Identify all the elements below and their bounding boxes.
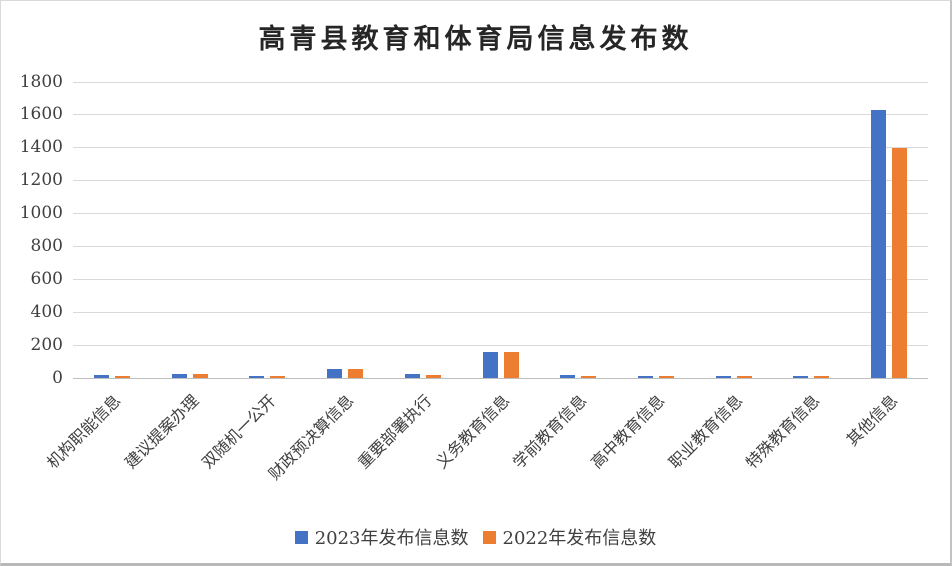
gridline <box>73 147 928 149</box>
legend-swatch-icon <box>294 530 308 544</box>
gridline <box>73 245 928 247</box>
y-axis-tick-label: 1600 <box>19 104 63 125</box>
bar-series-1-cat-3 <box>348 369 364 378</box>
legend-label: 2023年发布信息数 <box>314 528 469 549</box>
bar-series-0-cat-6 <box>560 374 576 378</box>
gridline <box>73 311 928 313</box>
y-axis-tick-label: 1800 <box>19 71 63 92</box>
bar-series-0-cat-3 <box>327 368 343 378</box>
bar-series-1-cat-7 <box>658 376 674 378</box>
y-axis-tick-label: 200 <box>30 334 63 355</box>
x-axis-tick-label: 机构职能信息 <box>42 390 125 473</box>
gridline <box>73 344 928 346</box>
legend-item-1: 2022年发布信息数 <box>482 524 657 550</box>
bar-series-1-cat-10 <box>892 147 908 378</box>
bar-series-0-cat-7 <box>637 376 653 378</box>
bar-series-1-cat-9 <box>814 376 830 378</box>
y-axis-tick-label: 800 <box>30 235 63 256</box>
y-axis-tick-label: 1200 <box>19 170 63 191</box>
bar-series-0-cat-2 <box>249 375 265 378</box>
legend-swatch-icon <box>482 530 496 544</box>
bar-series-1-cat-5 <box>503 352 519 378</box>
gridline <box>73 278 928 280</box>
x-axis-line <box>73 377 928 379</box>
bar-series-0-cat-5 <box>482 351 498 378</box>
bar-series-0-cat-4 <box>404 374 420 378</box>
gridline <box>73 114 928 116</box>
bar-series-1-cat-8 <box>736 376 752 378</box>
bar-series-1-cat-2 <box>270 376 286 378</box>
gridline <box>73 180 928 182</box>
bar-series-1-cat-6 <box>581 375 597 378</box>
bar-series-1-cat-1 <box>192 374 208 378</box>
y-axis-tick-label: 1000 <box>19 203 63 224</box>
y-axis-tick-label: 0 <box>52 367 63 388</box>
gridline <box>73 213 928 215</box>
chart-title: 高青县教育和体育局信息发布数 <box>258 24 693 55</box>
bar-series-0-cat-10 <box>871 109 887 378</box>
bar-series-1-cat-0 <box>114 375 130 378</box>
bar-series-0-cat-0 <box>93 374 109 378</box>
legend: 2023年发布信息数 2022年发布信息数 <box>1 524 950 550</box>
bar-series-0-cat-9 <box>793 375 809 378</box>
y-axis-tick-label: 400 <box>30 301 63 322</box>
legend-label: 2022年发布信息数 <box>502 528 657 549</box>
legend-item-0: 2023年发布信息数 <box>294 524 469 550</box>
gridline <box>73 81 928 83</box>
bar-series-1-cat-4 <box>425 375 441 378</box>
bar-series-0-cat-8 <box>715 375 731 378</box>
y-axis-tick-label: 600 <box>30 268 63 289</box>
y-axis-tick-label: 1400 <box>19 137 63 158</box>
bar-series-0-cat-1 <box>171 373 187 378</box>
